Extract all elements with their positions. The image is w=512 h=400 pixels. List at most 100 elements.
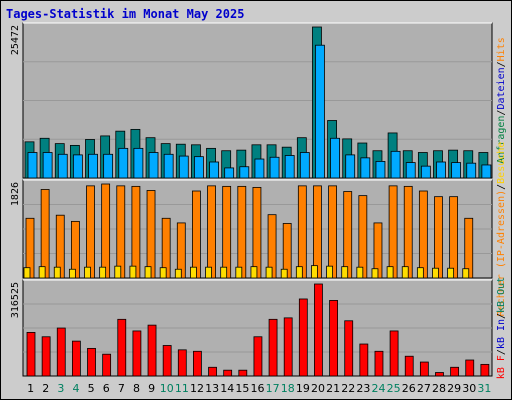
bar-kbytes-day-22 — [344, 320, 354, 377]
x-tick-day-30: 30 — [462, 382, 476, 395]
bar-files-day-3 — [57, 153, 68, 179]
bar-visits-day-1 — [23, 267, 31, 279]
bar-visits-day-17 — [265, 266, 273, 279]
chart-title: Tages-Statistik im Monat May 2025 — [6, 7, 245, 21]
bar-files-day-23 — [360, 157, 371, 179]
y-max-label-kbytes: 316525 — [10, 282, 21, 318]
bar-sites-day-26 — [403, 185, 413, 279]
bar-kbytes-day-18 — [283, 317, 293, 377]
x-tick-day-26: 26 — [402, 382, 416, 395]
legend-entry: Dateien — [496, 67, 507, 109]
bar-kbytes-day-24 — [374, 350, 384, 377]
bar-files-day-30 — [466, 162, 477, 179]
bar-sites-day-23 — [358, 195, 368, 279]
y-max-label-sites: 1826 — [10, 182, 21, 206]
y-max-label-requests: 25472 — [10, 25, 21, 55]
bar-files-day-22 — [345, 154, 356, 179]
x-tick-day-1: 1 — [27, 382, 34, 395]
bar-sites-day-25 — [388, 185, 398, 279]
x-tick-day-22: 22 — [341, 382, 355, 395]
bar-sites-day-8 — [131, 185, 141, 279]
bar-files-day-15 — [239, 166, 250, 179]
bar-sites-day-21 — [328, 185, 337, 279]
bar-kbytes-day-21 — [329, 300, 338, 377]
bar-sites-day-13 — [207, 185, 216, 279]
bar-visits-day-25 — [386, 266, 394, 279]
bar-files-day-18 — [284, 155, 295, 179]
bar-visits-day-27 — [416, 267, 424, 279]
bar-kbytes-day-2 — [41, 336, 51, 377]
legend-requests: Anfragen/Dateien/Hits — [496, 37, 507, 163]
bar-sites-day-14 — [222, 185, 232, 279]
x-tick-day-18: 18 — [281, 382, 295, 395]
bar-files-day-2 — [42, 152, 53, 179]
legend-entry: kB In — [496, 319, 507, 349]
bar-files-day-9 — [148, 152, 159, 179]
bar-kbytes-day-16 — [253, 336, 263, 377]
x-tick-day-2: 2 — [42, 382, 49, 395]
x-tick-day-19: 19 — [296, 382, 310, 395]
bar-files-day-17 — [269, 156, 280, 179]
legend-entry: / — [496, 110, 507, 116]
legend-entry: kB F — [496, 355, 507, 379]
x-tick-day-15: 15 — [235, 382, 249, 395]
bar-sites-day-22 — [343, 191, 353, 279]
bar-visits-day-10 — [159, 267, 167, 279]
x-tick-day-16: 16 — [251, 382, 265, 395]
bar-files-day-28 — [436, 161, 446, 179]
bar-kbytes-day-26 — [404, 355, 414, 377]
bar-sites-day-16 — [252, 186, 262, 279]
bar-kbytes-day-7 — [117, 318, 127, 377]
bar-files-day-21 — [330, 137, 340, 179]
bar-visits-day-20 — [311, 265, 318, 279]
x-tick-day-20: 20 — [311, 382, 325, 395]
bar-files-day-1 — [27, 152, 38, 179]
legend-entry: / — [496, 184, 507, 190]
bar-kbytes-day-20 — [314, 283, 323, 377]
bar-visits-day-23 — [356, 266, 364, 279]
bar-kbytes-day-29 — [450, 366, 460, 377]
bar-sites-day-12 — [192, 190, 201, 279]
bar-kbytes-day-9 — [147, 324, 157, 377]
bar-visits-day-9 — [144, 266, 152, 279]
bar-kbytes-day-30 — [465, 359, 475, 377]
bar-files-day-24 — [375, 161, 386, 179]
x-tick-day-6: 6 — [103, 382, 110, 395]
bar-visits-day-7 — [114, 265, 122, 279]
x-tick-day-27: 27 — [417, 382, 431, 395]
bar-visits-day-11 — [174, 268, 182, 279]
x-tick-day-31: 31 — [477, 382, 491, 395]
bar-sites-day-7 — [116, 185, 126, 279]
bar-kbytes-day-15 — [238, 369, 248, 377]
x-tick-day-3: 3 — [57, 382, 64, 395]
bar-visits-day-26 — [401, 266, 409, 279]
legend-entry: Anfragen — [496, 116, 507, 164]
bar-visits-day-16 — [250, 266, 258, 279]
bar-files-day-13 — [209, 161, 219, 179]
bar-files-day-11 — [178, 155, 189, 179]
bar-kbytes-day-12 — [193, 350, 202, 377]
bar-files-day-29 — [451, 162, 462, 179]
bar-visits-day-28 — [432, 267, 439, 279]
x-tick-day-5: 5 — [88, 382, 95, 395]
bar-kbytes-day-13 — [208, 366, 217, 377]
bar-kbytes-day-31 — [480, 363, 490, 377]
bar-visits-day-8 — [129, 265, 137, 279]
bar-kbytes-day-6 — [102, 353, 112, 377]
bar-kbytes-day-25 — [389, 330, 399, 377]
bar-sites-day-27 — [418, 190, 428, 279]
bar-kbytes-day-5 — [87, 347, 96, 377]
bar-visits-day-21 — [326, 265, 333, 279]
x-tick-day-9: 9 — [148, 382, 155, 395]
legend-entry: / — [496, 313, 507, 319]
legend-entry: / — [496, 349, 507, 355]
legend-entry: kB Out — [496, 277, 507, 313]
bar-kbytes-day-3 — [56, 327, 66, 377]
x-tick-day-25: 25 — [387, 382, 401, 395]
bar-kbytes-day-11 — [177, 349, 187, 377]
bar-kbytes-day-23 — [359, 343, 369, 377]
bar-files-day-8 — [133, 147, 144, 179]
x-tick-day-7: 7 — [118, 382, 125, 395]
x-tick-day-21: 21 — [326, 382, 340, 395]
